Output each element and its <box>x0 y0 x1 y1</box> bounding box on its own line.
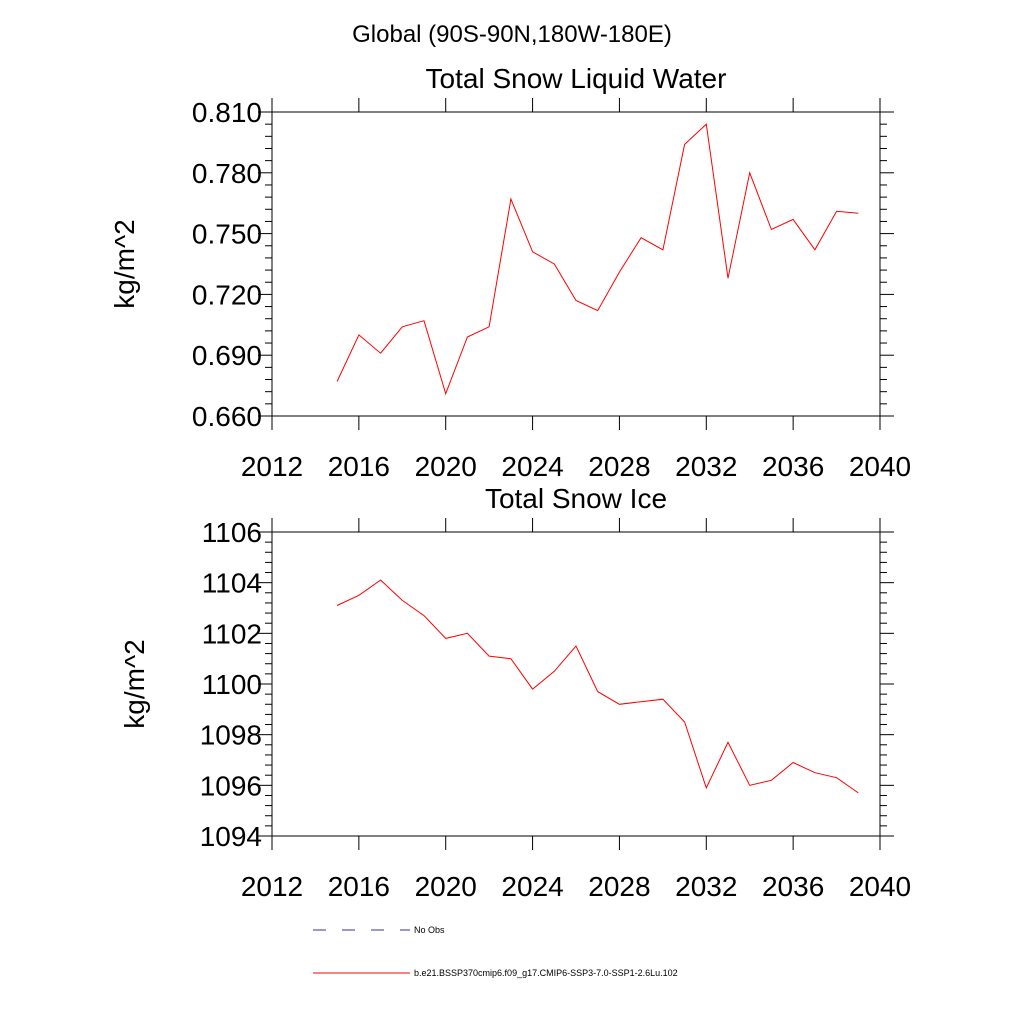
plot1-ytick-label: 0.810 <box>192 97 262 128</box>
plot2-ytick-label: 1104 <box>202 568 262 599</box>
plot2-xtick-label: 2020 <box>415 871 477 902</box>
plot1-ytick-label: 0.690 <box>192 340 262 371</box>
plot2-ylabel: kg/m^2 <box>119 639 150 728</box>
plot2-ytick-label: 1102 <box>202 618 262 649</box>
plot2-ytick-label: 1098 <box>200 720 262 751</box>
legend-model-label: b.e21.BSSP370cmip6.f09_g17.CMIP6-SSP3-7.… <box>414 968 678 978</box>
plot2-series-line <box>336 579 859 794</box>
plot1-xtick-label: 2036 <box>762 451 824 482</box>
plot2-ytick-label: 1100 <box>202 669 262 700</box>
plot1-xtick-label: 2032 <box>675 451 737 482</box>
snow-ice-panel: Total Snow Ice 2012 2016 2020 2024 2028 2032 20… <box>119 483 911 902</box>
plot1-xtick-label: 2012 <box>241 451 303 482</box>
plot1-xtick-label: 2016 <box>328 451 390 482</box>
figure-suptitle: Global (90S-90N,180W-180E) <box>352 21 672 48</box>
plot2-xtick-label: 2032 <box>675 871 737 902</box>
snow-liquid-water-panel: Total Snow Liquid Water 2012 2016 2020 2024 2… <box>109 63 911 482</box>
plot2-frame <box>271 531 881 837</box>
plot1-xtick-label: 2040 <box>849 451 911 482</box>
plot1-ytick-label: 0.750 <box>192 219 262 250</box>
plot1-xtick-label: 2028 <box>588 451 650 482</box>
plot2-ytick-label: 1096 <box>200 770 262 801</box>
plot2-xtick-label: 2016 <box>328 871 390 902</box>
plot2-xtick-label: 2036 <box>762 871 824 902</box>
plot1-frame <box>271 111 881 417</box>
plot2-xtick-label: 2040 <box>849 871 911 902</box>
legend-no-obs-label: No Obs <box>414 925 445 935</box>
legend: No Obs b.e21.BSSP370cmip6.f09_g17.CMIP6-… <box>313 925 678 978</box>
plot1-ylabel: kg/m^2 <box>109 219 140 308</box>
plot2-title: Total Snow Ice <box>485 483 667 514</box>
plot1-ytick-label: 0.660 <box>192 401 262 432</box>
plot2-xtick-label: 2024 <box>501 871 563 902</box>
plot1-title: Total Snow Liquid Water <box>426 63 727 94</box>
plot2-ytick-label: 1094 <box>200 821 262 852</box>
plot2-xtick-label: 2012 <box>241 871 303 902</box>
plot2-xtick-label: 2028 <box>588 871 650 902</box>
plot1-series-line <box>336 123 859 396</box>
plot1-xtick-label: 2024 <box>501 451 563 482</box>
plot1-xtick-label: 2020 <box>415 451 477 482</box>
plot1-ytick-label: 0.780 <box>192 158 262 189</box>
plot1-ytick-label: 0.720 <box>192 279 262 310</box>
plot2-ytick-label: 1106 <box>202 517 262 548</box>
